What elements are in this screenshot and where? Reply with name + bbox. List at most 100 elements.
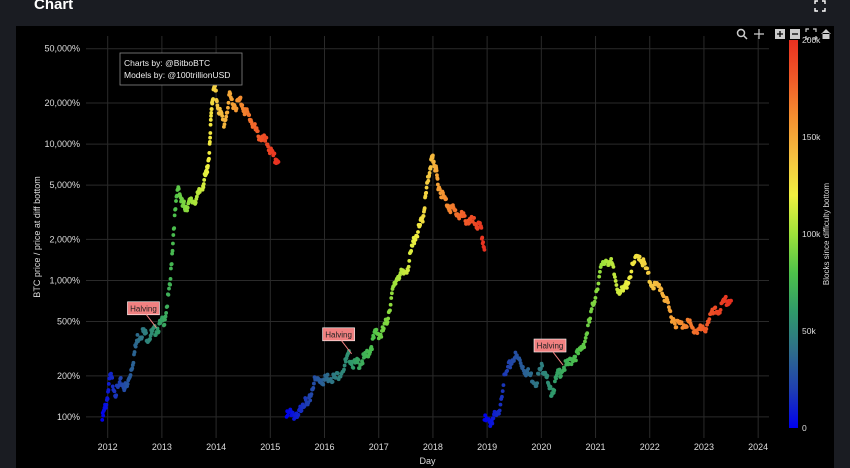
scatter-point: [666, 305, 671, 310]
credits-line: Models by: @100trillionUSD: [124, 70, 230, 80]
scatter-point: [207, 139, 212, 144]
scatter-point: [428, 165, 433, 169]
scatter-point: [205, 170, 210, 174]
scatter-point: [472, 216, 476, 220]
scatter-point: [167, 286, 171, 291]
scatter-point: [226, 105, 230, 110]
scatter-point: [311, 386, 316, 390]
expand-icon[interactable]: [814, 0, 826, 12]
scatter-point: [704, 327, 709, 331]
scatter-point: [535, 381, 540, 386]
scatter-point: [661, 294, 666, 299]
scatter-point: [194, 194, 199, 199]
y-tick-label: 100%: [57, 412, 80, 422]
scatter-point: [598, 269, 602, 274]
y-tick-label: 1,000%: [49, 275, 80, 285]
scatter-point: [238, 95, 243, 100]
scatter-point: [548, 384, 553, 389]
halving-arrow: [552, 351, 564, 366]
scatter-point: [308, 398, 313, 403]
pan-icon[interactable]: [753, 28, 765, 40]
scatter-point: [189, 196, 194, 201]
colorbar-tick-label: 0: [802, 423, 807, 433]
scatter-point: [583, 336, 588, 340]
scatter-point: [479, 225, 484, 230]
scatter-point: [321, 382, 326, 387]
colorbar-tick-label: 150k: [802, 132, 821, 142]
scatter-point: [285, 413, 290, 418]
scatter-point: [713, 305, 718, 310]
scatter-point: [302, 404, 307, 408]
scatter-point: [500, 389, 505, 394]
scatter-point: [385, 320, 390, 325]
scatter-point: [614, 283, 619, 287]
halving-label: Halving: [130, 304, 157, 313]
scatter-point: [482, 247, 487, 252]
scatter-point: [389, 291, 394, 296]
scatter-point: [201, 182, 206, 186]
scatter-point: [215, 99, 219, 104]
scatter-point: [226, 100, 231, 105]
autoscale-icon[interactable]: [805, 28, 817, 40]
scatter-point: [374, 327, 379, 332]
scatter-point: [592, 299, 597, 304]
scatter-point: [497, 408, 502, 413]
scatter-point: [412, 241, 417, 246]
scatter-point: [104, 405, 108, 410]
halving-label-box: [322, 327, 355, 342]
scatter-point: [207, 151, 212, 155]
colorbar-title: Blocks since difficulty bottom: [822, 183, 831, 285]
scatter-point: [645, 266, 650, 271]
home-icon[interactable]: [820, 28, 832, 40]
scatter-point: [434, 168, 439, 173]
scatter-point: [641, 257, 646, 262]
plus-box-icon[interactable]: [774, 28, 786, 40]
scatter-point: [423, 194, 428, 199]
scatter-point: [330, 379, 335, 384]
zoom-in-icon[interactable]: [736, 28, 748, 40]
scatter-point: [413, 237, 418, 242]
scatter-point: [582, 345, 587, 350]
scatter-point: [421, 214, 426, 218]
chart-svg[interactable]: 2012 2013 2014 2015 2016 2017 2018 2019 2020 2021…: [16, 26, 834, 468]
scatter-point: [424, 185, 429, 190]
scatter-point: [416, 230, 420, 234]
scatter-point: [418, 222, 423, 227]
scatter-point: [595, 287, 600, 292]
x-tick-label: 2024: [748, 442, 768, 452]
scatter-point: [573, 354, 578, 359]
scatter-point: [240, 103, 245, 108]
x-tick-label: 2014: [206, 442, 226, 452]
x-tick-label: 2012: [98, 442, 118, 452]
scatter-point: [576, 351, 581, 356]
scatter-point: [272, 151, 277, 156]
x-tick-label: 2023: [694, 442, 714, 452]
scatter-point: [386, 316, 391, 321]
scatter-point: [659, 287, 664, 292]
minus-box-icon[interactable]: [789, 28, 801, 40]
y-tick-label: 20,000%: [44, 98, 80, 108]
scatter-point: [368, 350, 373, 354]
panel-title: Chart: [34, 0, 74, 13]
scatter-point: [169, 262, 174, 266]
scatter-point: [342, 367, 346, 372]
scatter-point: [135, 332, 140, 337]
scatter-point: [666, 300, 671, 305]
scatter-point: [657, 282, 662, 287]
x-tick-label: 2022: [640, 442, 660, 452]
scatter-point: [585, 331, 590, 336]
scatter-point: [481, 240, 486, 245]
scatter-point: [435, 176, 440, 181]
scatter-point: [106, 388, 111, 392]
scatter-point: [588, 316, 593, 321]
scatter-point: [104, 402, 109, 407]
scatter-point: [407, 258, 412, 263]
scatter-point: [457, 216, 462, 221]
scatter-point: [223, 117, 228, 122]
scatter-point: [446, 203, 450, 208]
scatter-point: [574, 358, 578, 363]
scatter-point: [225, 110, 230, 115]
scatter-point: [299, 408, 304, 413]
credits-line: Charts by: @BitboBTC: [124, 58, 210, 68]
scatter-point: [707, 317, 712, 322]
